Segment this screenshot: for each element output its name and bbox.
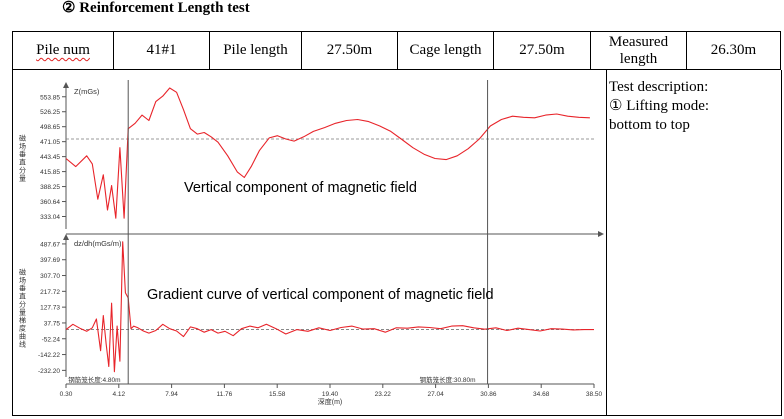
pile-num-label: Pile num	[36, 42, 90, 58]
top-panel-y-tick-label: 388.25	[40, 184, 60, 191]
bottom-panel-y-tick-label: 37.75	[44, 320, 61, 327]
description-line-2: bottom to top	[609, 117, 690, 133]
cage-length-value: 27.50m	[493, 31, 591, 70]
x-tick-label: 0.30	[60, 391, 73, 398]
measured-length-label: Measured length	[590, 31, 687, 70]
bottom-panel-y-tick-label: 397.69	[40, 257, 60, 264]
chart-frame	[12, 70, 782, 416]
pile-info-table: Pile num 41#1 Pile length 27.50m Cage le…	[12, 31, 781, 70]
pile-num-label-cell: Pile num	[12, 31, 114, 70]
magnetic-chart-svg: 553.85 526.25 498.65 471.05 443.45 415.85 388.…	[19, 80, 604, 406]
cage-length-label: Cage length	[397, 31, 494, 70]
x-tick-label: 11.76	[217, 391, 233, 398]
top-panel-panel-label: Z(mGs)	[74, 87, 100, 96]
pile-length-value: 27.50m	[301, 31, 398, 70]
top-panel-y-tick-label: 526.25	[40, 109, 60, 116]
top-panel-curve	[65, 87, 590, 219]
x-axis-title: 深度(m)	[318, 397, 343, 406]
pile-num-value: 41#1	[113, 31, 210, 70]
top-panel-y-tick-label: 360.64	[40, 199, 60, 206]
top-panel-y-tick-label: 553.85	[40, 94, 60, 101]
bottom-panel-curve	[65, 241, 594, 373]
x-tick-label: 34.68	[533, 391, 550, 398]
cage-end-label: 钢筋笼长度:30.80m	[420, 375, 476, 384]
top-panel-y-tick-label: 333.04	[40, 214, 60, 221]
magnetic-chart: 553.85 526.25 498.65 471.05 443.45 415.85 388.…	[14, 74, 604, 414]
bottom-panel-axis-title: 磁场垂直分量梯度曲线	[19, 268, 27, 349]
bottom-panel-y-tick-label: 307.70	[40, 273, 60, 280]
x-tick-label: 4.12	[112, 391, 125, 398]
top-panel-y-tick-label: 415.85	[40, 169, 60, 176]
info-row: Pile num 41#1 Pile length 27.50m Cage le…	[12, 31, 781, 70]
top-panel-y-tick-label: 471.05	[40, 139, 60, 146]
measured-length-value: 26.30m	[686, 31, 781, 70]
x-tick-label: 27.04	[427, 391, 444, 398]
bottom-panel-y-tick-label: -52.24	[42, 336, 61, 343]
bottom-panel-y-tick-label: -142.22	[38, 352, 60, 359]
test-description: Test description: ① Lifting mode: bottom…	[609, 78, 779, 135]
top-panel-y-axis-arrow	[63, 82, 69, 88]
bottom-panel-y-tick-label: 217.72	[40, 289, 60, 296]
top-panel-y-tick-label: 498.65	[40, 124, 60, 131]
bottom-panel-y-tick-label: -232.20	[38, 368, 60, 375]
description-line-1: ① Lifting mode:	[609, 98, 710, 114]
bottom-annotation: Gradient curve of vertical component of …	[147, 287, 494, 303]
bottom-panel-y-tick-label: 487.67	[40, 241, 60, 248]
x-tick-label: 7.94	[165, 391, 178, 398]
top-panel-axis-title: 磁场垂直分量	[19, 134, 27, 183]
section-title: ② Reinforcement Length test	[62, 0, 250, 16]
bottom-panel-y-axis-arrow	[63, 234, 69, 240]
pile-length-label: Pile length	[209, 31, 302, 70]
x-tick-label: 38.50	[586, 391, 603, 398]
x-tick-label: 15.58	[269, 391, 286, 398]
bottom-panel-y-tick-label: 127.73	[40, 305, 60, 312]
top-annotation: Vertical component of magnetic field	[184, 180, 417, 196]
x-tick-label: 23.22	[375, 391, 392, 398]
top-panel-y-tick-label: 443.45	[40, 154, 60, 161]
x-tick-label: 19.40	[322, 391, 339, 398]
panel-separator-arrow	[598, 231, 604, 237]
x-tick-label: 30.86	[480, 391, 497, 398]
frame-divider	[606, 70, 607, 415]
bottom-panel-panel-label: dz/dh(mGs/m)	[74, 239, 122, 248]
description-heading: Test description:	[609, 79, 709, 95]
cage-start-label: 钢筋笼长度:4.80m	[68, 375, 120, 384]
